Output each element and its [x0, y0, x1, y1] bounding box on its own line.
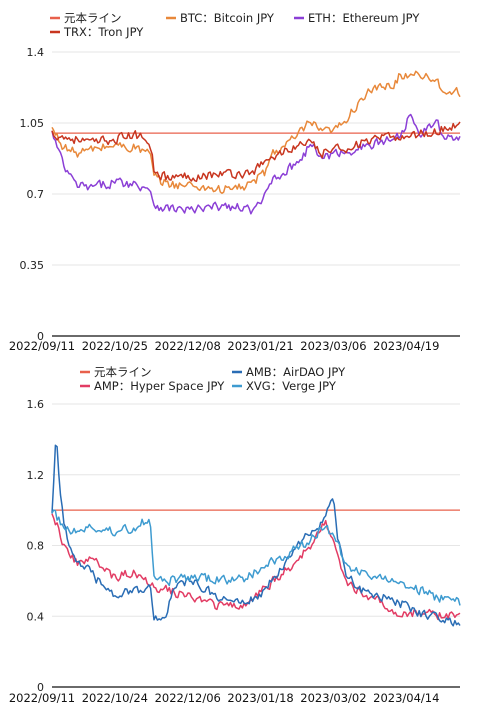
series-line	[51, 509, 461, 606]
legend-label: 元本ライン	[64, 11, 122, 25]
y-tick-label: 1.2	[27, 469, 45, 482]
y-tick-label: 0.7	[27, 188, 45, 201]
x-tick-label: 2023/03/02	[300, 691, 366, 705]
series-line	[51, 513, 461, 621]
x-tick-label: 2023/01/18	[227, 691, 293, 705]
legend-label: AMP：Hyper Space JPY	[94, 379, 225, 393]
legend-label: XVG：Verge JPY	[246, 379, 337, 393]
y-tick-label: 1.05	[20, 117, 45, 130]
legend-label: TRX：Tron JPY	[63, 25, 144, 39]
x-tick-label: 2022/09/11	[9, 691, 75, 705]
legend-label: BTC：Bitcoin JPY	[180, 11, 275, 25]
legend-label: ETH：Ethereum JPY	[308, 11, 420, 25]
legend-label: 元本ライン	[94, 365, 152, 379]
y-tick-label: 1.6	[27, 398, 45, 411]
chart-1: 0 0.35 0.7 1.05 1.4 2022/09/11 2022/10/25 2022/…	[9, 11, 461, 353]
series-line	[51, 70, 461, 195]
series-line	[51, 444, 461, 627]
x-tick-label: 2023/04/19	[373, 339, 439, 353]
series-line	[51, 113, 461, 215]
legend-label: AMB：AirDAO JPY	[246, 365, 346, 379]
x-tick-label: 2023/01/21	[227, 339, 293, 353]
chart-2: 0 0.4 0.8 1.2 1.6 2022/09/11 2022/10/24 2022/12…	[9, 365, 461, 705]
y-tick-label: 0.35	[20, 259, 45, 272]
x-tick-label: 2022/09/11	[9, 339, 75, 353]
y-tick-label: 0.4	[27, 610, 45, 623]
x-tick-label: 2022/12/06	[155, 691, 221, 705]
y-tick-label: 0.8	[27, 540, 45, 553]
x-tick-label: 2022/12/08	[155, 339, 221, 353]
x-tick-label: 2022/10/25	[82, 339, 148, 353]
x-tick-label: 2023/04/14	[373, 691, 439, 705]
y-tick-label: 0	[37, 330, 44, 343]
x-tick-label: 2022/10/24	[82, 691, 148, 705]
series-line	[51, 121, 461, 183]
y-tick-label: 1.4	[27, 46, 45, 59]
x-tick-label: 2023/03/06	[300, 339, 366, 353]
y-tick-label: 0	[37, 681, 44, 694]
